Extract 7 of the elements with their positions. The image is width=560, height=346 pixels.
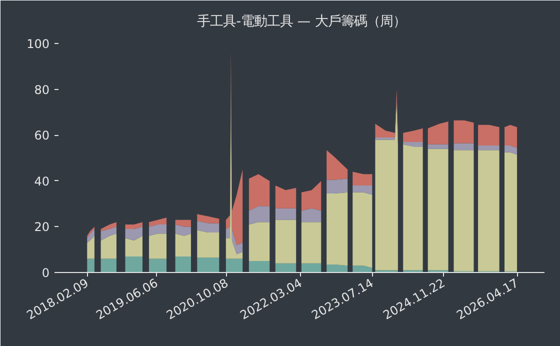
y-tick-label: 60 bbox=[34, 128, 50, 143]
y-tick-label: 20 bbox=[34, 220, 50, 234]
y-tick-label: 0 bbox=[42, 266, 50, 280]
y-tick-label: 80 bbox=[34, 82, 50, 97]
chart-title: 手工具-電動工具 — 大戶籌碼（周） bbox=[197, 14, 406, 30]
y-tick-label: 100 bbox=[26, 37, 50, 52]
y-tick-label: 40 bbox=[34, 174, 50, 188]
